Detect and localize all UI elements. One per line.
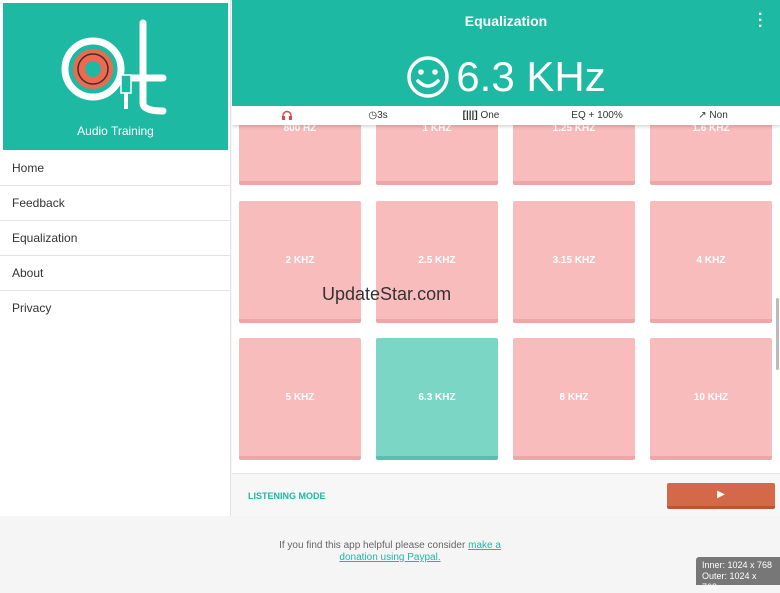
sidebar-item-feedback[interactable]: Feedback bbox=[0, 186, 231, 221]
frequency-tile[interactable]: 3.15 KHZ bbox=[513, 201, 635, 323]
listening-mode-label[interactable]: LISTENING MODE bbox=[248, 491, 326, 501]
listening-bar: LISTENING MODE ▶ bbox=[232, 473, 780, 516]
headphones-button[interactable] bbox=[282, 110, 293, 123]
eq-button[interactable]: EQ + 100% bbox=[571, 110, 623, 121]
timer-icon: ◷ bbox=[368, 110, 378, 121]
trend-icon: ↗ bbox=[698, 110, 707, 121]
main-panel: Equalization · · · 6.3 KHz ◷3s [|||] One E… bbox=[232, 0, 780, 516]
barcode-icon: [|||] bbox=[462, 110, 478, 121]
footer-text: If you find this app helpful please cons… bbox=[279, 540, 469, 551]
viewport-size: Inner: 1024 x 768 Outer: 1024 x 768 bbox=[696, 557, 780, 592]
current-frequency: 6.3 KHz bbox=[232, 50, 780, 101]
sidebar-item-about[interactable]: About bbox=[0, 256, 231, 291]
frequency-tile[interactable]: 2.5 KHZ bbox=[376, 201, 498, 323]
donation-link[interactable]: make a donation using Paypal. bbox=[339, 540, 501, 563]
frequency-tile[interactable]: 6.3 KHZ bbox=[376, 338, 498, 460]
trend-button[interactable]: ↗ Non bbox=[698, 110, 728, 121]
footer: If you find this app helpful please cons… bbox=[0, 516, 780, 592]
duration-button[interactable]: ◷3s bbox=[368, 110, 388, 121]
sidebar-item-privacy[interactable]: Privacy bbox=[12, 301, 52, 315]
frequency-tile[interactable]: 2 KHZ bbox=[239, 201, 361, 323]
headphones-icon bbox=[282, 110, 292, 120]
mode-button[interactable]: [|||] One bbox=[462, 110, 500, 121]
frequency-tile[interactable]: 8 KHZ bbox=[513, 338, 635, 460]
header: Equalization · · · 6.3 KHz bbox=[232, 0, 780, 106]
audio-training-logo-icon bbox=[61, 19, 167, 115]
scrollbar[interactable] bbox=[776, 298, 779, 370]
frequency-value: 6.3 KHz bbox=[456, 52, 606, 100]
play-icon: ▶ bbox=[717, 489, 725, 500]
play-button[interactable]: ▶ bbox=[667, 483, 775, 509]
frequency-tile[interactable]: 5 KHZ bbox=[239, 338, 361, 460]
sidebar-item-home[interactable]: Home bbox=[0, 151, 231, 186]
more-menu-icon[interactable]: · · · bbox=[758, 6, 764, 35]
sidebar-menu: Home Feedback Equalization About Privacy bbox=[0, 151, 231, 326]
smiley-icon bbox=[407, 56, 450, 98]
watermark: UpdateStar.com bbox=[322, 284, 452, 304]
sidebar: Audio Training Home Feedback Equalizatio… bbox=[0, 0, 231, 516]
page-title: Equalization bbox=[464, 13, 548, 29]
logo: Audio Training bbox=[3, 3, 228, 150]
sidebar-item-equalization[interactable]: Equalization bbox=[0, 221, 231, 256]
settings-toolbar: ◷3s [|||] One EQ + 100% ↗ Non bbox=[232, 106, 780, 125]
app-name: Audio Training bbox=[77, 124, 154, 138]
frequency-tile[interactable]: 10 KHZ bbox=[650, 338, 772, 460]
frequency-tile[interactable]: 4 KHZ bbox=[650, 201, 772, 323]
